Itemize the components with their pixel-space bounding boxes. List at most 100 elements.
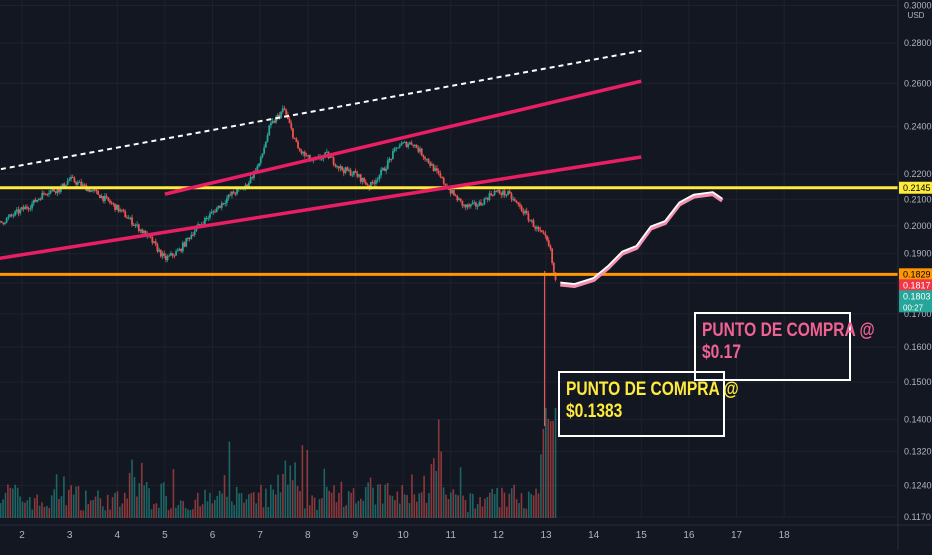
volume-bar	[75, 486, 77, 518]
volume-bar	[403, 494, 406, 518]
volume-bar	[131, 459, 133, 518]
candle-body	[59, 187, 62, 192]
candle-body	[259, 156, 262, 164]
candle-body	[97, 190, 100, 195]
candle-body	[205, 218, 208, 220]
candle-body	[14, 211, 17, 216]
candle-body	[185, 238, 188, 247]
price-axis[interactable]: 0.1170 0.1240 0.1320 0.1400 0.1500 0.1600 0.17…	[897, 0, 932, 550]
candle-body	[380, 169, 382, 176]
volume-bar	[33, 498, 36, 518]
candle-body	[363, 177, 365, 182]
trend-drawings[interactable]	[0, 49, 898, 289]
candle-body	[464, 204, 467, 208]
candle-body	[515, 200, 518, 203]
candle-body	[48, 193, 50, 195]
volume-bar	[206, 501, 209, 518]
volume-bar	[306, 449, 309, 518]
candle-body	[439, 173, 442, 177]
candle-body	[535, 226, 538, 229]
volume-bar	[389, 495, 391, 518]
candle-body	[93, 189, 96, 191]
candle-body	[385, 168, 388, 171]
volume-bar	[535, 488, 537, 518]
volume-bar	[63, 476, 65, 518]
candle-body	[507, 191, 509, 195]
volume-bar	[165, 495, 167, 518]
candle-body	[390, 158, 393, 160]
candle-body	[393, 148, 396, 152]
candle-body	[339, 166, 342, 169]
candle-body	[341, 166, 343, 171]
volume-bar	[459, 467, 462, 518]
volume-bar	[467, 512, 469, 518]
candle-body	[488, 193, 491, 200]
y-tick-label: 0.1400	[904, 415, 932, 425]
volume-bar	[148, 488, 150, 518]
annotation-box-pink[interactable]: PUNTO DE COMPRA @ $0.17	[694, 312, 875, 381]
y-tick-label: 0.2100	[904, 194, 932, 204]
annotation-box-yellow[interactable]: PUNTO DE COMPRA @ $0.1383	[558, 371, 739, 437]
candle-body	[281, 108, 284, 112]
candle-body	[75, 182, 78, 185]
candle-body	[275, 117, 277, 123]
candle-body	[336, 166, 338, 168]
time-axis[interactable]: 2 3 4 5 6 7 8 9 10 11 12 13 14 15 16 17 18	[0, 524, 932, 541]
candle-body	[544, 233, 547, 236]
volume-bar	[53, 489, 55, 518]
candle-body	[178, 248, 181, 251]
volume-bar	[540, 454, 542, 518]
volume-bar	[274, 494, 277, 518]
candle-body	[168, 255, 171, 257]
volume-bar	[549, 420, 552, 518]
candle-body	[34, 199, 37, 202]
candle-body	[164, 255, 167, 260]
x-tick-label: 10	[398, 530, 410, 541]
candle-body	[373, 182, 376, 184]
candle-body	[251, 177, 254, 179]
candle-body	[303, 151, 306, 156]
currency-label: USD	[908, 11, 925, 20]
candle-body	[88, 188, 91, 192]
volume-bar	[243, 502, 245, 518]
volume-bar	[433, 458, 435, 518]
candle-body	[405, 142, 408, 147]
candle-body	[43, 192, 45, 194]
volume-bar	[199, 506, 201, 518]
x-tick-label: 4	[114, 530, 120, 541]
candle-body	[63, 183, 66, 187]
candle-body	[78, 181, 81, 183]
candle-body	[456, 195, 459, 201]
volume-bar	[84, 490, 87, 518]
candle-body	[231, 191, 233, 196]
volume-bar	[323, 468, 326, 518]
candle-body	[397, 147, 399, 149]
volume-bar	[520, 493, 523, 518]
volume-bar	[260, 484, 262, 518]
candle-body	[541, 230, 543, 233]
candle-body	[305, 155, 308, 157]
projection-pink	[560, 192, 724, 289]
volume-bar	[296, 485, 299, 518]
candle-body	[17, 209, 20, 214]
y-tick-label: 0.1320	[904, 446, 932, 456]
volume-bar	[119, 506, 121, 518]
x-tick-label: 9	[353, 530, 359, 541]
volume-bar	[36, 494, 38, 518]
candle-body	[159, 249, 162, 257]
volume-bar	[211, 503, 214, 518]
candle-body	[102, 196, 105, 201]
candle-body	[176, 250, 179, 252]
candle-body	[346, 167, 349, 171]
candle-body	[114, 203, 116, 210]
candle-body	[49, 190, 52, 194]
candle-body	[217, 205, 220, 209]
volume-bar	[362, 500, 365, 518]
candle-body	[447, 188, 450, 190]
candle-body	[170, 253, 172, 256]
candle-body	[505, 194, 508, 196]
candle-body	[188, 237, 191, 239]
volume-bar	[515, 499, 518, 518]
candle-body	[508, 191, 511, 194]
